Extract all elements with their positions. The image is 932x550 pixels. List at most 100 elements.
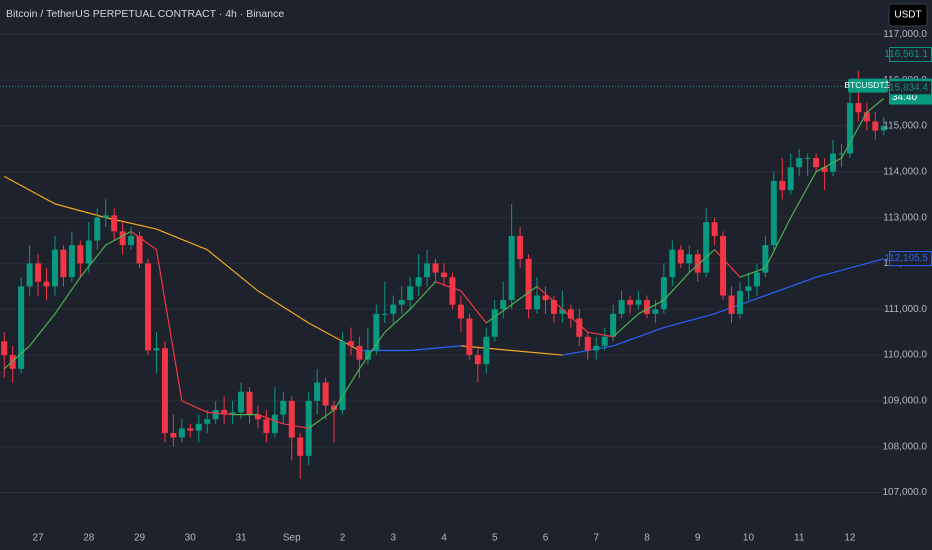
short-ma-segment <box>536 285 563 310</box>
short-ma-segment <box>79 244 107 278</box>
short-ma-segment <box>587 331 614 338</box>
candle-body <box>517 235 524 259</box>
short-ma-segment <box>511 285 538 306</box>
candle-body <box>373 313 380 351</box>
candle-body <box>136 235 143 264</box>
candle-body <box>813 158 820 168</box>
candle-body <box>178 428 185 438</box>
y-tick-label: 111,000.0 <box>884 304 927 315</box>
countdown: 34:40 <box>892 92 917 103</box>
candle-body <box>187 428 194 431</box>
candle-body <box>618 300 625 314</box>
candle-body <box>111 215 118 232</box>
candle-body <box>567 309 574 319</box>
candle-body <box>542 295 549 301</box>
short-ma-segment <box>105 230 132 246</box>
candle-body <box>643 300 650 314</box>
candle-body <box>550 300 557 314</box>
candle-body <box>77 245 84 264</box>
candle-body <box>846 103 853 154</box>
candle-body <box>119 231 126 246</box>
long-ma-segment <box>3 175 56 205</box>
currency-label[interactable]: USDT <box>894 10 921 21</box>
short-ma-segment <box>866 98 885 113</box>
candle-body <box>753 272 760 287</box>
candle-body <box>195 423 202 431</box>
x-tick-label: 11 <box>794 533 805 544</box>
long-ma-segment <box>765 276 817 297</box>
x-tick-label: 3 <box>390 533 396 544</box>
long-ma-segment <box>612 327 665 347</box>
x-tick-label: 2 <box>340 533 346 544</box>
y-tick-label: 108,000.0 <box>883 441 928 452</box>
candle-body <box>677 249 684 264</box>
x-tick-label: 6 <box>543 533 549 544</box>
x-tick-label: 7 <box>593 533 599 544</box>
candle-body <box>728 295 735 314</box>
candle-body <box>720 235 727 296</box>
y-tick-label: 115,000.0 <box>883 121 927 132</box>
candle-body <box>576 318 583 337</box>
candle-body <box>652 309 659 314</box>
short-ma-segment <box>257 414 284 425</box>
short-ma-segment <box>764 217 792 269</box>
candle-body <box>364 350 371 360</box>
y-tick-label: 113,000.0 <box>883 212 927 223</box>
candle-body <box>474 355 481 365</box>
price-tag-label: 112,105.5 <box>884 253 928 264</box>
candle-body <box>35 263 42 282</box>
candle-body <box>339 341 346 411</box>
short-ma-segment <box>181 400 208 413</box>
candle-body <box>660 277 667 310</box>
candle-body <box>737 290 743 314</box>
short-ma-segment <box>688 249 716 274</box>
candle-body <box>254 414 261 420</box>
candle-body <box>51 249 58 287</box>
candle-body <box>694 254 701 273</box>
last-price-symbol-box <box>848 78 888 93</box>
x-tick-label: 27 <box>32 533 44 544</box>
candle-body <box>770 180 777 246</box>
candle-body <box>432 263 439 273</box>
candle-body <box>601 336 608 346</box>
candle-body <box>424 263 431 278</box>
candle-body <box>381 313 388 315</box>
candle-body <box>796 158 803 168</box>
candle-body <box>221 410 228 415</box>
candle-body <box>559 309 566 314</box>
candle-body <box>128 235 135 246</box>
currency-button[interactable] <box>888 3 928 27</box>
long-ma-segment <box>511 349 563 356</box>
candle-body <box>804 158 811 160</box>
short-ma-segment <box>815 157 842 173</box>
y-tick-label: 110,000.0 <box>883 350 927 361</box>
long-ma-segment <box>156 228 208 251</box>
y-tick-label: 109,000.0 <box>883 396 928 407</box>
long-ma-segment <box>206 249 259 292</box>
candle-body <box>271 414 278 433</box>
long-ma-segment <box>257 290 310 324</box>
candle-body <box>627 300 634 305</box>
short-ma-segment <box>435 281 462 292</box>
short-ma-segment <box>358 331 386 370</box>
candle-body <box>212 410 219 420</box>
y-tick-label: 117,000.0 <box>883 29 927 40</box>
short-ma-segment <box>561 308 589 333</box>
short-ma-segment <box>840 111 868 159</box>
candle-body <box>153 348 160 351</box>
short-ma-segment <box>638 299 665 315</box>
candle-body <box>880 125 887 131</box>
candle-body <box>863 112 870 122</box>
long-ma-segment <box>815 258 884 278</box>
short-ma-segment <box>790 171 817 218</box>
candle-body <box>441 272 447 278</box>
candle-body <box>229 412 236 415</box>
y-tick-label: 114,000.0 <box>883 166 927 177</box>
x-tick-label: 28 <box>83 533 95 544</box>
short-ma-segment <box>308 409 335 429</box>
candle-body <box>26 263 33 287</box>
candle-body <box>263 419 270 433</box>
short-ma-segment <box>155 249 183 401</box>
short-ma-segment <box>207 411 233 416</box>
candle-body <box>449 277 456 305</box>
